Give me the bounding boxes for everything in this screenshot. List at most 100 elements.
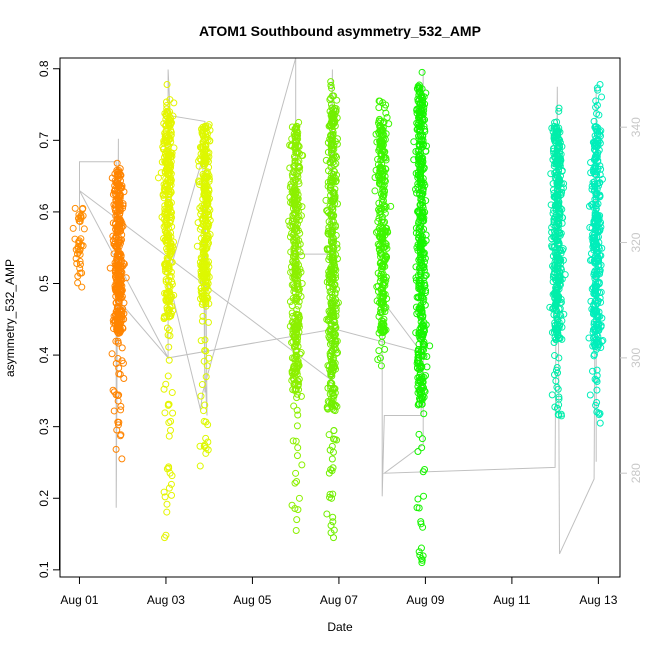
data-point	[419, 254, 427, 262]
data-point	[328, 288, 336, 296]
data-point	[381, 263, 389, 271]
data-point	[417, 520, 425, 528]
data-point	[421, 100, 429, 108]
data-point	[291, 289, 299, 297]
data-point	[295, 323, 303, 331]
data-point	[592, 125, 600, 133]
data-point	[164, 277, 172, 285]
data-point	[167, 426, 174, 434]
data-point	[117, 406, 125, 414]
data-point	[326, 335, 334, 343]
data-point	[414, 448, 422, 456]
data-point	[418, 444, 426, 452]
data-point	[379, 183, 387, 191]
data-point	[420, 410, 428, 418]
data-point	[290, 162, 298, 170]
data-point	[324, 178, 332, 186]
data-point	[204, 438, 212, 446]
data-point	[556, 210, 564, 218]
data-point	[417, 256, 425, 264]
data-point	[206, 206, 214, 214]
data-point	[295, 216, 303, 224]
data-point	[593, 366, 601, 374]
data-point	[420, 266, 428, 274]
data-point	[328, 280, 336, 288]
data-point	[329, 308, 337, 316]
data-point	[197, 392, 205, 400]
data-point	[329, 448, 337, 456]
data-point	[291, 265, 299, 273]
data-point	[163, 312, 171, 320]
data-point	[378, 198, 386, 206]
data-point	[554, 217, 562, 225]
data-point	[293, 422, 301, 430]
data-point	[76, 260, 84, 268]
data-point	[550, 215, 558, 223]
data-point	[417, 176, 425, 184]
data-point	[328, 455, 336, 463]
data-point	[419, 523, 427, 531]
x-tick-label: Aug 07	[320, 593, 358, 607]
data-point	[328, 400, 336, 408]
data-point	[161, 190, 169, 198]
data-point	[328, 347, 336, 355]
data-point	[196, 442, 204, 450]
data-point	[290, 287, 298, 295]
data-point	[162, 531, 170, 539]
data-point	[558, 335, 566, 343]
data-point	[328, 178, 336, 186]
data-point	[165, 419, 173, 427]
data-point	[594, 288, 602, 296]
point-cluster-1	[69, 204, 88, 291]
data-point	[327, 326, 335, 334]
point-cluster-8	[410, 68, 434, 567]
data-point	[329, 275, 337, 283]
data-point	[417, 126, 425, 134]
data-point	[379, 138, 387, 146]
data-point	[375, 347, 383, 355]
data-point	[295, 362, 303, 370]
point-cluster-10	[585, 80, 607, 427]
data-point	[590, 269, 598, 277]
data-point	[113, 289, 121, 297]
data-point	[594, 124, 602, 132]
data-point	[379, 326, 387, 334]
data-point	[327, 310, 335, 318]
data-point	[293, 394, 301, 402]
data-point	[79, 242, 87, 250]
data-point	[551, 174, 559, 182]
data-point	[559, 256, 567, 264]
data-point	[379, 281, 387, 289]
data-point	[114, 309, 122, 317]
data-point	[590, 117, 598, 125]
data-point	[120, 374, 128, 382]
data-point	[554, 224, 562, 232]
data-point	[592, 286, 600, 294]
data-point	[330, 435, 338, 443]
data-point	[554, 385, 562, 393]
data-point	[325, 431, 333, 439]
data-point	[553, 292, 561, 300]
data-point	[292, 526, 300, 534]
data-point	[299, 151, 307, 159]
data-point	[292, 218, 300, 226]
data-point	[287, 198, 295, 206]
data-point	[118, 455, 126, 463]
data-point	[291, 342, 299, 350]
y-tick-label: 0.3	[37, 418, 51, 435]
data-point	[592, 339, 600, 347]
data-point	[116, 170, 124, 178]
data-point	[415, 224, 423, 232]
data-point	[413, 106, 421, 114]
data-point	[293, 390, 301, 398]
data-point	[165, 484, 173, 492]
data-point	[327, 521, 335, 529]
data-point	[552, 255, 560, 263]
data-point	[557, 295, 565, 303]
data-point	[196, 462, 204, 470]
data-point	[161, 137, 169, 145]
data-point	[330, 526, 338, 534]
data-point	[193, 242, 201, 250]
data-point	[332, 266, 340, 274]
data-point	[166, 272, 174, 280]
